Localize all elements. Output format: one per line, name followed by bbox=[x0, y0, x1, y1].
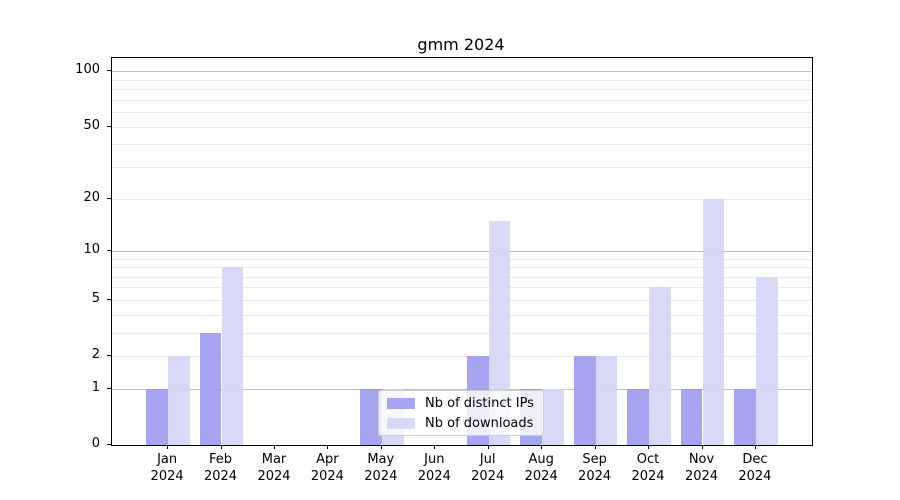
minor-gridline bbox=[112, 166, 812, 168]
y-tick-label: 20 bbox=[83, 189, 100, 205]
minor-gridline bbox=[112, 79, 812, 81]
bar-downloads-2 bbox=[221, 267, 244, 445]
x-tick-mark bbox=[487, 445, 489, 449]
legend-label-downloads: Nb of downloads bbox=[425, 415, 534, 431]
y-tick-mark bbox=[107, 298, 111, 300]
y-tick-mark bbox=[107, 70, 111, 72]
y-tick-label: 5 bbox=[91, 290, 100, 306]
y-tick-label: 2 bbox=[91, 347, 100, 362]
chart-title: gmm 2024 bbox=[417, 35, 505, 54]
bar-distinct-ips-10 bbox=[627, 388, 649, 445]
minor-gridline bbox=[112, 198, 812, 200]
bar-downloads-8 bbox=[542, 388, 564, 445]
y-tick-mark bbox=[107, 249, 111, 251]
minor-gridline bbox=[112, 126, 812, 128]
bar-downloads-12 bbox=[755, 276, 778, 445]
x-tick-mark bbox=[167, 445, 169, 449]
bar-downloads-1 bbox=[168, 356, 190, 445]
x-tick-label: Jun 2024 bbox=[417, 452, 451, 484]
minor-gridline bbox=[112, 144, 812, 146]
bar-distinct-ips-12 bbox=[734, 388, 756, 445]
x-tick-label: Oct 2024 bbox=[631, 452, 665, 484]
minor-gridline bbox=[112, 332, 812, 334]
x-tick-mark bbox=[380, 445, 382, 449]
legend: Nb of distinct IPs Nb of downloads bbox=[378, 390, 544, 436]
minor-gridline bbox=[112, 299, 812, 301]
x-tick-mark bbox=[220, 445, 222, 449]
minor-gridline bbox=[112, 267, 812, 269]
minor-gridline bbox=[112, 356, 812, 357]
major-gridline bbox=[112, 250, 812, 252]
legend-swatch-distinct-ips-icon bbox=[387, 397, 415, 409]
bar-downloads-9 bbox=[595, 356, 618, 445]
minor-gridline bbox=[112, 258, 812, 260]
bar-distinct-ips-9 bbox=[573, 356, 596, 445]
x-tick-label: Jan 2024 bbox=[150, 452, 184, 484]
x-tick-mark bbox=[327, 445, 329, 449]
bar-distinct-ips-1 bbox=[146, 388, 169, 445]
y-tick-label: 100 bbox=[75, 62, 100, 78]
x-tick-mark bbox=[701, 445, 703, 449]
x-tick-label: May 2024 bbox=[364, 452, 398, 484]
x-tick-mark bbox=[274, 445, 275, 449]
plot-area: Nb of distinct IPs Nb of downloads bbox=[111, 57, 813, 446]
x-tick-label: Sep 2024 bbox=[578, 452, 612, 484]
bar-distinct-ips-2 bbox=[199, 332, 222, 445]
x-tick-mark bbox=[648, 445, 649, 449]
x-tick-mark bbox=[434, 445, 436, 449]
x-tick-mark bbox=[594, 445, 596, 449]
x-tick-mark bbox=[754, 445, 756, 449]
x-tick-label: Feb 2024 bbox=[203, 452, 238, 484]
bar-downloads-7 bbox=[488, 220, 511, 445]
legend-item-distinct-ips: Nb of distinct IPs bbox=[387, 396, 543, 411]
x-tick-label: Mar 2024 bbox=[257, 452, 291, 484]
major-gridline bbox=[112, 388, 812, 390]
y-tick-label: 0 bbox=[91, 436, 100, 451]
y-tick-mark bbox=[107, 444, 111, 445]
minor-gridline bbox=[112, 112, 812, 114]
x-tick-label: Jul 2024 bbox=[471, 452, 505, 484]
x-tick-label: Apr 2024 bbox=[310, 452, 344, 484]
legend-item-downloads: Nb of downloads bbox=[387, 416, 543, 431]
major-gridline bbox=[112, 71, 812, 73]
y-tick-mark bbox=[107, 125, 111, 127]
minor-gridline bbox=[112, 287, 812, 289]
minor-gridline bbox=[112, 99, 812, 101]
legend-swatch-downloads-icon bbox=[387, 417, 415, 429]
y-tick-label: 50 bbox=[83, 117, 100, 133]
y-tick-mark bbox=[107, 387, 111, 389]
bar-distinct-ips-5 bbox=[360, 388, 382, 445]
x-tick-label: Aug 2024 bbox=[524, 452, 558, 484]
legend-label-distinct-ips: Nb of distinct IPs bbox=[425, 395, 534, 411]
minor-gridline bbox=[112, 89, 812, 91]
bar-distinct-ips-11 bbox=[680, 388, 703, 445]
bar-downloads-10 bbox=[649, 287, 671, 445]
bar-downloads-11 bbox=[702, 198, 725, 445]
y-tick-label: 1 bbox=[91, 379, 100, 395]
x-tick-label: Nov 2024 bbox=[684, 452, 719, 484]
y-tick-mark bbox=[107, 355, 111, 356]
x-tick-mark bbox=[541, 445, 543, 449]
y-tick-label: 10 bbox=[83, 241, 100, 257]
x-tick-label: Dec 2024 bbox=[738, 452, 772, 484]
y-tick-mark bbox=[107, 197, 111, 199]
minor-gridline bbox=[112, 276, 812, 278]
minor-gridline bbox=[112, 314, 812, 316]
